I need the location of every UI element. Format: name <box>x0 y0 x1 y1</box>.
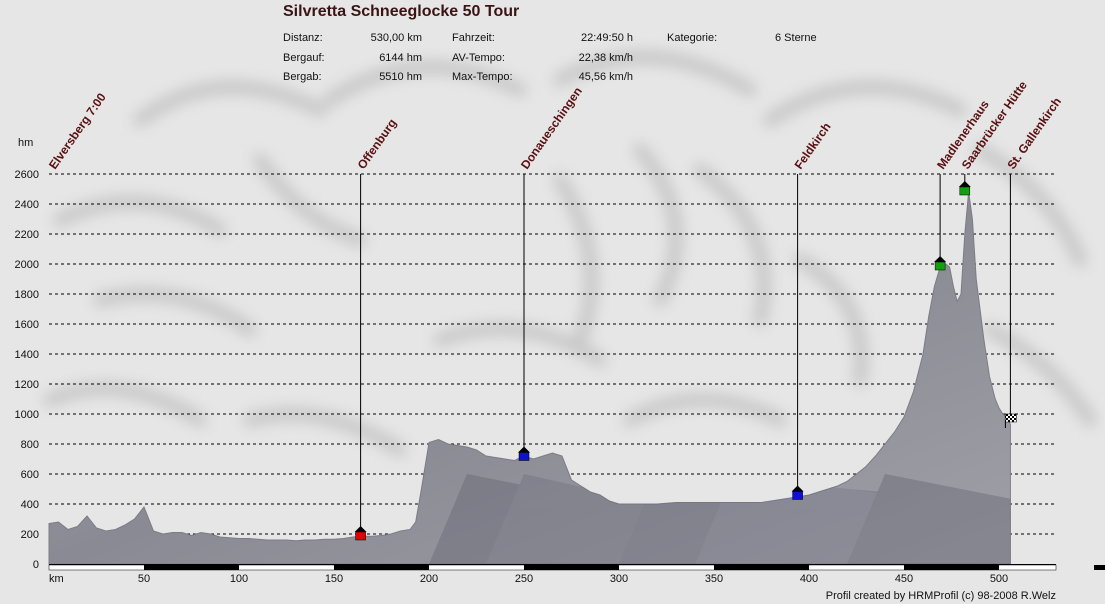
x-axis-segment <box>524 565 619 570</box>
x-tick-label: 150 <box>325 573 343 585</box>
y-tick-label: 200 <box>21 529 39 541</box>
x-tick-label: 450 <box>895 573 913 585</box>
waypoint-marker <box>355 531 366 541</box>
y-tick-label: 2600 <box>15 169 39 181</box>
tour-title: Silvretta Schneeglocke 50 Tour <box>283 3 520 20</box>
y-tick-label: 0 <box>33 559 39 571</box>
x-axis-unit-label: km <box>49 573 64 585</box>
x-tick-label: 500 <box>990 573 1008 585</box>
profile-shade-band <box>847 474 1011 564</box>
y-axis-label: hm <box>18 137 34 149</box>
waypoint-label: Feldkirch <box>792 120 834 172</box>
max-tempo-label: Max-Tempo: <box>452 71 513 83</box>
y-tick-label: 1800 <box>15 289 39 301</box>
x-tick-label: 100 <box>230 573 248 585</box>
fahrzeit-value: 22:49:50 h <box>581 32 633 44</box>
y-tick-label: 1000 <box>15 409 39 421</box>
x-axis-segment <box>714 565 809 570</box>
waypoint-marker-roof <box>934 256 947 262</box>
y-tick-label: 1600 <box>15 319 39 331</box>
waypoint-marker-roof <box>518 446 530 453</box>
y-tick-label: 2400 <box>15 199 39 211</box>
kategorie-label: Kategorie: <box>667 32 718 44</box>
x-tick-label: 300 <box>610 573 628 585</box>
waypoint-marker-roof <box>791 485 804 492</box>
max-tempo-value: 45,56 km/h <box>578 71 633 83</box>
y-tick-label: 1200 <box>15 379 39 391</box>
finish-flag-icon <box>1005 413 1017 423</box>
credit-text: Profil created by HRMProfil (c) 98-2008 … <box>825 590 1056 602</box>
bergauf-label: Bergauf: <box>283 52 325 64</box>
x-tick-label: 200 <box>420 573 438 585</box>
y-tick-label: 800 <box>21 439 39 451</box>
distanz-value: 530,00 km <box>370 32 422 44</box>
waypoint-label: Donaueschingen <box>518 84 585 171</box>
x-tick-label: 400 <box>800 573 818 585</box>
waypoint-marker-roof <box>958 181 971 187</box>
waypoint-marker <box>792 491 803 500</box>
waypoint-marker-roof <box>354 526 367 532</box>
x-axis-line <box>49 564 1056 565</box>
y-tick-label: 1400 <box>15 349 39 361</box>
kategorie-value: 6 Sterne <box>775 32 817 44</box>
waypoint-label: Elversberg 7:00 <box>46 90 109 172</box>
av-tempo-label: AV-Tempo: <box>452 52 505 64</box>
x-axis-segment <box>904 565 999 570</box>
waypoint-marker <box>518 452 530 461</box>
profile-shade-band <box>429 474 619 564</box>
x-tick-label: 350 <box>705 573 723 585</box>
y-tick-label: 600 <box>21 469 39 481</box>
fahrzeit-label: Fahrzeit: <box>452 32 495 44</box>
x-tick-label: 50 <box>138 573 150 585</box>
x-tick-label: 250 <box>515 573 533 585</box>
bergauf-value: 6144 hm <box>379 52 422 64</box>
x-axis-segment <box>1094 565 1105 570</box>
profile-shading <box>429 474 1011 564</box>
y-tick-label: 2200 <box>15 229 39 241</box>
waypoint-marker <box>959 186 971 196</box>
y-tick-label: 400 <box>21 499 39 511</box>
y-tick-label: 2000 <box>15 259 39 271</box>
bergab-value: 5510 hm <box>379 71 422 83</box>
av-tempo-value: 22,38 km/h <box>578 52 633 64</box>
x-axis-segment <box>144 565 239 570</box>
waypoint-marker <box>934 261 946 271</box>
waypoint-label: Offenburg <box>355 116 400 172</box>
bergab-label: Bergab: <box>283 71 322 83</box>
x-axis-segment <box>334 565 429 570</box>
distanz-label: Distanz: <box>283 32 323 44</box>
